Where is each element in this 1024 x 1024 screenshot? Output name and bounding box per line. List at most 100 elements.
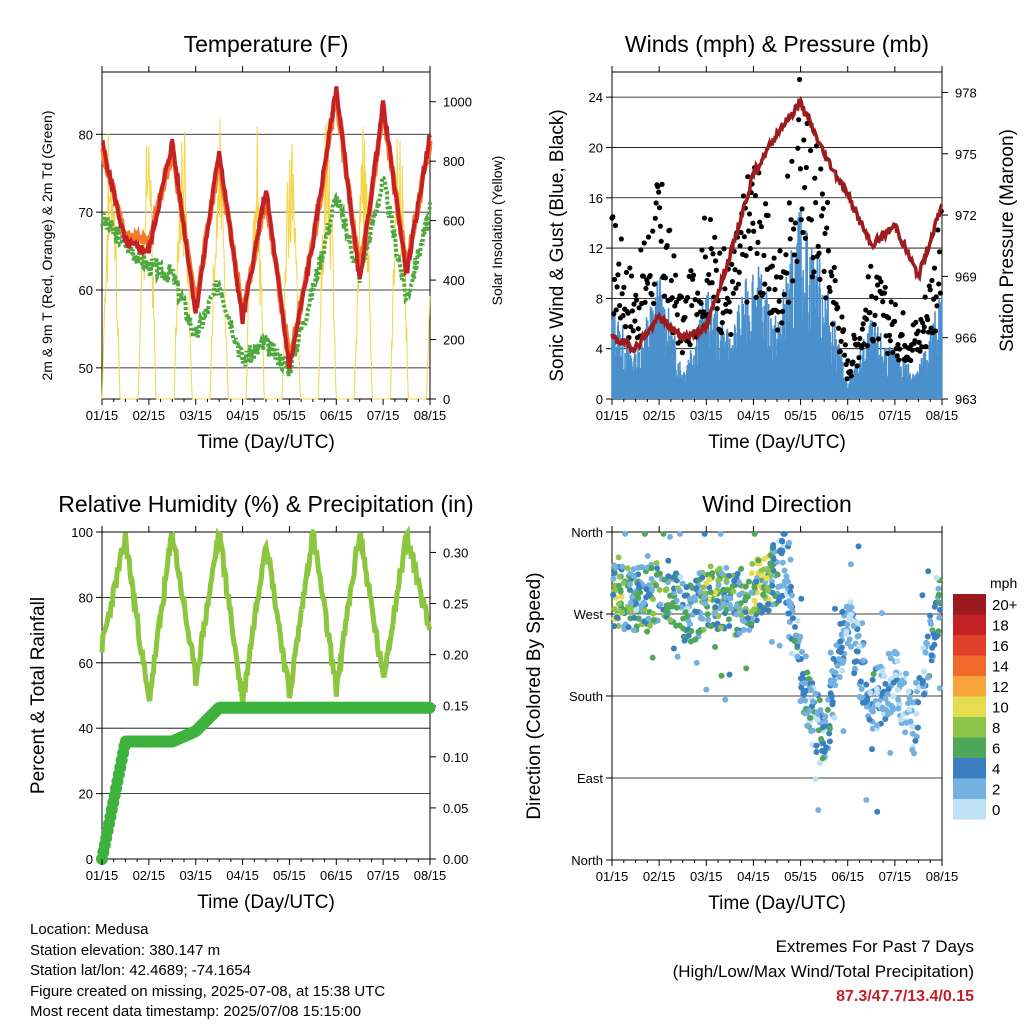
direction-point (633, 606, 640, 613)
gust-point (755, 239, 761, 245)
gust-point (909, 347, 915, 353)
x-tick-label: 03/15 (179, 868, 212, 883)
direction-point (650, 617, 657, 624)
gust-point (800, 229, 806, 236)
direction-point (693, 659, 700, 666)
direction-point (714, 598, 721, 605)
direction-point (730, 588, 737, 595)
gust-point (896, 357, 902, 363)
direction-point (836, 656, 843, 663)
gust-point (927, 287, 933, 293)
direction-point (915, 699, 922, 706)
direction-point (742, 583, 749, 590)
y-tick-label: 8 (596, 291, 603, 306)
direction-point (769, 582, 776, 589)
gust-point (678, 294, 685, 300)
gust-point (656, 205, 663, 211)
direction-point (781, 578, 788, 585)
direction-point (613, 614, 620, 621)
direction-point (776, 548, 783, 555)
gust-point (839, 314, 845, 320)
legend-swatch (953, 594, 986, 615)
gust-point (627, 265, 633, 271)
direction-point (753, 617, 760, 624)
direction-point (631, 614, 638, 621)
direction-point (688, 628, 695, 635)
direction-point (818, 736, 825, 743)
gust-point (628, 324, 634, 330)
direction-point (726, 622, 733, 629)
direction-point (761, 556, 768, 563)
gust-point (871, 321, 877, 328)
direction-point (789, 615, 796, 622)
gust-point (611, 311, 617, 317)
gust-point (617, 302, 623, 309)
gust-point (698, 300, 704, 307)
x-tick-label: 07/15 (879, 408, 912, 423)
gust-point (750, 220, 756, 226)
direction-point (660, 530, 667, 537)
direction-point (854, 648, 861, 655)
temperature-ylabel-right: Solar Insolation (Yellow) (489, 156, 505, 306)
direction-point (693, 609, 700, 616)
direction-point (834, 662, 841, 669)
gust-point (891, 318, 898, 324)
legend-swatch (953, 676, 986, 697)
direction-point (679, 580, 686, 587)
direction-point (715, 581, 722, 588)
direction-point (707, 589, 714, 596)
direction-point (632, 600, 639, 607)
direction-point (692, 636, 699, 643)
dewpoint-series (100, 174, 432, 377)
direction-point (860, 699, 867, 706)
direction-point (751, 597, 758, 604)
direction-point (831, 714, 838, 721)
direction-point (919, 680, 926, 687)
gust-point (919, 344, 925, 350)
gust-point (667, 227, 673, 233)
direction-point (857, 678, 864, 685)
direction-point (727, 595, 734, 602)
gust-point (790, 226, 797, 232)
gust-point (695, 290, 701, 296)
gust-point (875, 282, 881, 288)
direction-point (873, 685, 880, 692)
gust-point (928, 325, 934, 331)
direction-point (610, 591, 617, 598)
x-tick-label: 03/15 (179, 408, 212, 423)
direction-point (725, 572, 732, 579)
direction-point (746, 627, 753, 634)
direction-point (813, 748, 820, 755)
gust-point (690, 276, 696, 282)
temperature-title: Temperature (F) (184, 31, 349, 57)
gust-point (679, 350, 686, 356)
gust-point (919, 320, 926, 326)
gust-point (819, 191, 826, 197)
y-tick-label: 4 (596, 342, 603, 357)
direction-point (656, 570, 663, 577)
direction-point (720, 600, 727, 607)
direction-point (667, 616, 674, 623)
direction-point (927, 612, 934, 619)
gust-point (810, 255, 816, 261)
direction-point (837, 620, 844, 627)
direction-point (687, 638, 694, 645)
direction-point (874, 808, 881, 815)
gust-point (634, 297, 640, 303)
y-tick-label: 60 (79, 283, 93, 298)
direction-point (751, 530, 758, 537)
direction-point (670, 599, 677, 606)
direction-point (736, 591, 743, 598)
gust-point (718, 330, 725, 336)
legend-swatch (953, 655, 986, 676)
direction-point (935, 591, 942, 598)
direction-point (797, 675, 804, 682)
direction-point (848, 604, 855, 611)
direction-point (830, 655, 837, 662)
gust-point (801, 137, 807, 143)
gust-point (933, 294, 939, 300)
direction-point (846, 615, 853, 622)
direction-point (851, 665, 858, 672)
gust-point (658, 238, 664, 244)
